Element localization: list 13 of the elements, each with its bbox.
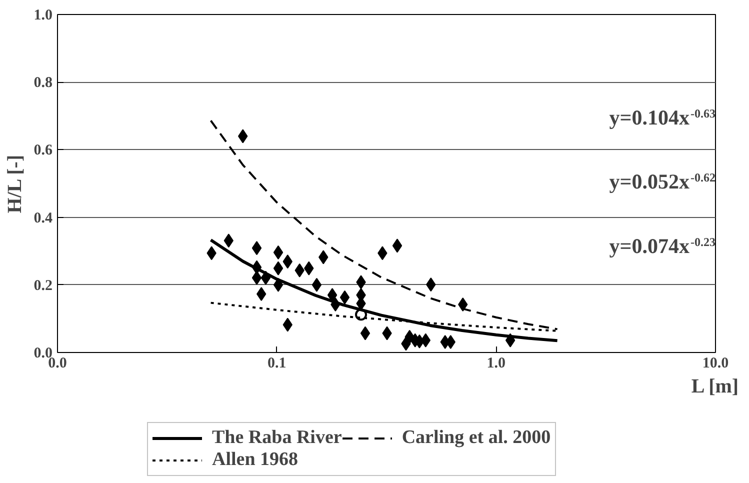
y-tick-label: 0.2 [34, 278, 52, 294]
x-tick-label: 0.1 [267, 356, 286, 372]
y-tick-label: 0.8 [34, 75, 52, 92]
x-tick-label: 10.0 [702, 356, 729, 372]
x-axis-title: L [m] [691, 376, 739, 398]
y-tick-label: 1.0 [34, 8, 52, 24]
legend-label: The Raba River [212, 427, 342, 449]
y-tick-label: 0.6 [34, 142, 53, 159]
legend-label: Carling et al. 2000 [402, 427, 551, 449]
y-axis-title: H/L [-] [4, 154, 26, 214]
y-tick-label: 0.4 [34, 210, 53, 226]
legend-label: Allen 1968 [212, 449, 298, 471]
x-tick-label: 1.0 [486, 356, 506, 372]
